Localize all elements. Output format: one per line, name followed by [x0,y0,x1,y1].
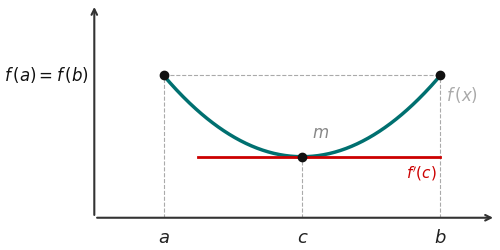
Text: c: c [297,229,307,247]
Text: $f\,(a) = f\,(b)$: $f\,(a) = f\,(b)$ [4,65,89,85]
Text: $m$: $m$ [312,124,330,142]
Text: $f'(c)$: $f'(c)$ [406,165,437,184]
Text: a: a [158,229,169,247]
Text: b: b [435,229,446,247]
Text: $f\,(x)$: $f\,(x)$ [446,85,478,105]
